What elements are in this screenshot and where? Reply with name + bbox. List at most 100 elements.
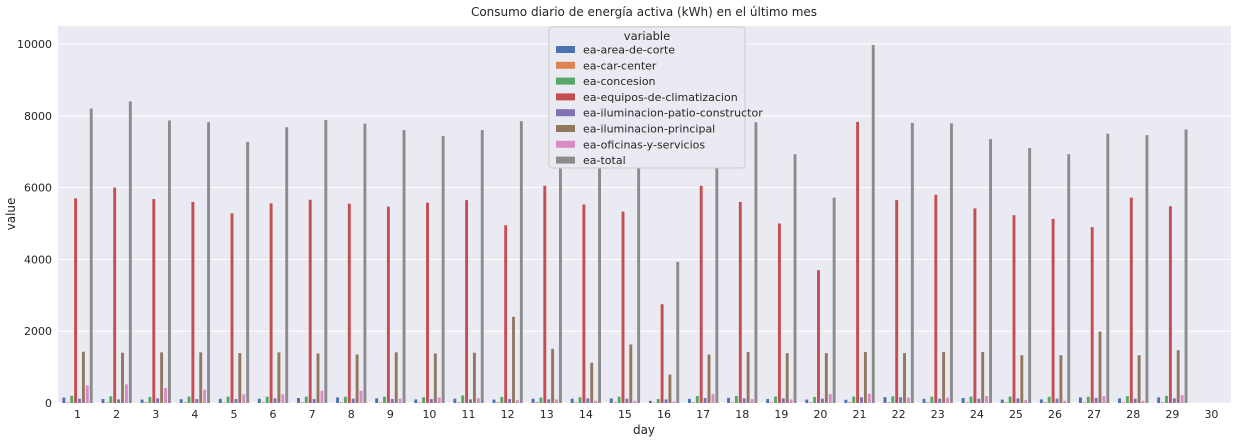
bar-ea-equipos-de-climatizacion — [113, 187, 117, 403]
bar-ea-area-de-corte — [1157, 397, 1161, 403]
bar-ea-iluminacion-patio-constructor — [977, 398, 981, 403]
bar-ea-oficinas-y-servicios — [789, 399, 793, 403]
bar-ea-concesion — [304, 396, 308, 403]
bar-ea-equipos-de-climatizacion — [347, 203, 351, 403]
bar-ea-area-de-corte — [218, 398, 222, 403]
bar-ea-equipos-de-climatizacion — [230, 213, 234, 403]
bar-ea-iluminacion-principal — [1059, 355, 1063, 403]
bar-ea-equipos-de-climatizacion — [465, 200, 469, 403]
bar-ea-oficinas-y-servicios — [320, 390, 324, 403]
bar-ea-equipos-de-climatizacion — [582, 204, 586, 403]
bar-ea-oficinas-y-servicios — [515, 400, 519, 403]
bar-ea-equipos-de-climatizacion — [660, 304, 664, 403]
bar-ea-oficinas-y-servicios — [750, 399, 754, 403]
bar-ea-car-center — [965, 402, 969, 403]
bar-ea-oficinas-y-servicios — [85, 385, 89, 403]
bar-ea-equipos-de-climatizacion — [191, 201, 195, 403]
y-tick-label: 8000 — [24, 110, 52, 123]
bar-ea-iluminacion-patio-constructor — [586, 398, 590, 403]
bar-ea-iluminacion-patio-constructor — [273, 398, 277, 403]
bar-ea-area-de-corte — [844, 399, 848, 403]
bar-ea-area-de-corte — [1079, 397, 1082, 403]
bar-ea-area-de-corte — [1118, 398, 1122, 403]
y-axis-label: value — [4, 198, 18, 231]
bar-ea-oficinas-y-servicios — [437, 397, 441, 403]
legend-label: ea-car-center — [583, 59, 657, 72]
bar-ea-oficinas-y-servicios — [867, 393, 871, 403]
bar-ea-concesion — [539, 397, 543, 403]
bar-ea-area-de-corte — [336, 397, 340, 403]
bar-ea-oficinas-y-servicios — [476, 398, 480, 403]
bar-ea-iluminacion-patio-constructor — [1094, 397, 1098, 403]
bar-ea-total — [715, 115, 719, 403]
y-tick-label: 2000 — [24, 325, 52, 338]
bar-ea-concesion — [930, 396, 934, 403]
x-tick-label: 11 — [462, 408, 476, 421]
bar-ea-car-center — [379, 402, 383, 403]
bar-ea-iluminacion-patio-constructor — [312, 399, 316, 403]
bar-ea-total — [480, 130, 484, 403]
bar-ea-car-center — [1082, 402, 1086, 403]
x-tick-label: 26 — [1048, 408, 1062, 421]
bar-ea-iluminacion-principal — [981, 352, 985, 403]
legend-items: ea-area-de-corte ea-car-center ea-concesio… — [556, 44, 763, 167]
bar-ea-equipos-de-climatizacion — [74, 198, 78, 403]
bar-ea-total — [519, 121, 523, 404]
x-tick-label: 30 — [1204, 408, 1218, 421]
bar-ea-car-center — [1161, 402, 1165, 403]
bar-ea-iluminacion-principal — [590, 362, 594, 403]
bar-ea-concesion — [1165, 395, 1168, 403]
x-tick-label: 20 — [813, 408, 827, 421]
legend-title: variable — [624, 29, 670, 43]
bar-ea-equipos-de-climatizacion — [504, 225, 508, 403]
bar-ea-car-center — [770, 402, 774, 403]
bar-ea-area-de-corte — [961, 397, 965, 403]
bar-ea-iluminacion-principal — [394, 352, 398, 403]
bar-ea-concesion — [422, 397, 426, 403]
bar-ea-car-center — [457, 402, 461, 403]
legend-label: ea-iluminacion-patio-constructor — [583, 107, 763, 120]
legend-label: ea-oficinas-y-servicios — [583, 138, 705, 151]
x-tick-label: 17 — [696, 408, 710, 421]
bar-ea-equipos-de-climatizacion — [1012, 215, 1016, 403]
x-tick-label: 27 — [1087, 408, 1101, 421]
bar-ea-total — [1067, 154, 1071, 403]
bar-ea-iluminacion-patio-constructor — [234, 399, 238, 403]
bar-ea-car-center — [1004, 402, 1008, 403]
bar-ea-car-center — [848, 402, 852, 403]
bar-ea-iluminacion-principal — [707, 354, 711, 403]
x-tick-label: 12 — [501, 408, 515, 421]
bar-ea-iluminacion-patio-constructor — [781, 398, 785, 403]
bar-ea-car-center — [418, 402, 422, 403]
bar-ea-concesion — [343, 396, 347, 403]
bar-ea-oficinas-y-servicios — [828, 394, 832, 403]
bar-ea-oficinas-y-servicios — [1180, 395, 1184, 403]
bar-ea-iluminacion-principal — [785, 353, 789, 403]
bar-ea-equipos-de-climatizacion — [856, 121, 860, 403]
bar-ea-equipos-de-climatizacion — [269, 203, 273, 403]
bar-ea-iluminacion-principal — [433, 353, 437, 403]
bar-ea-area-de-corte — [1000, 399, 1004, 403]
bar-ea-total — [402, 130, 406, 403]
bar-ea-oficinas-y-servicios — [906, 397, 910, 403]
bar-ea-total — [598, 133, 601, 403]
bar-ea-car-center — [613, 402, 617, 403]
bar-ea-iluminacion-principal — [238, 353, 242, 403]
bar-ea-total — [207, 122, 210, 403]
bar-ea-total — [637, 137, 641, 404]
bar-ea-total — [324, 120, 328, 404]
bar-ea-iluminacion-principal — [746, 352, 750, 403]
bar-ea-oficinas-y-servicios — [242, 394, 246, 403]
bar-ea-oficinas-y-servicios — [672, 401, 676, 403]
bar-ea-iluminacion-principal — [1137, 355, 1141, 403]
bar-ea-oficinas-y-servicios — [1141, 400, 1145, 403]
bar-ea-oficinas-y-servicios — [359, 390, 363, 403]
legend-label: ea-equipos-de-climatizacion — [583, 91, 738, 104]
legend-label: ea-iluminacion-principal — [583, 123, 715, 136]
bar-ea-iluminacion-principal — [863, 352, 867, 403]
bar-ea-car-center — [731, 402, 734, 403]
bar-ea-total — [1145, 135, 1149, 403]
bar-ea-car-center — [496, 402, 500, 403]
bar-ea-area-de-corte — [453, 398, 457, 403]
x-tick-label: 21 — [853, 408, 867, 421]
